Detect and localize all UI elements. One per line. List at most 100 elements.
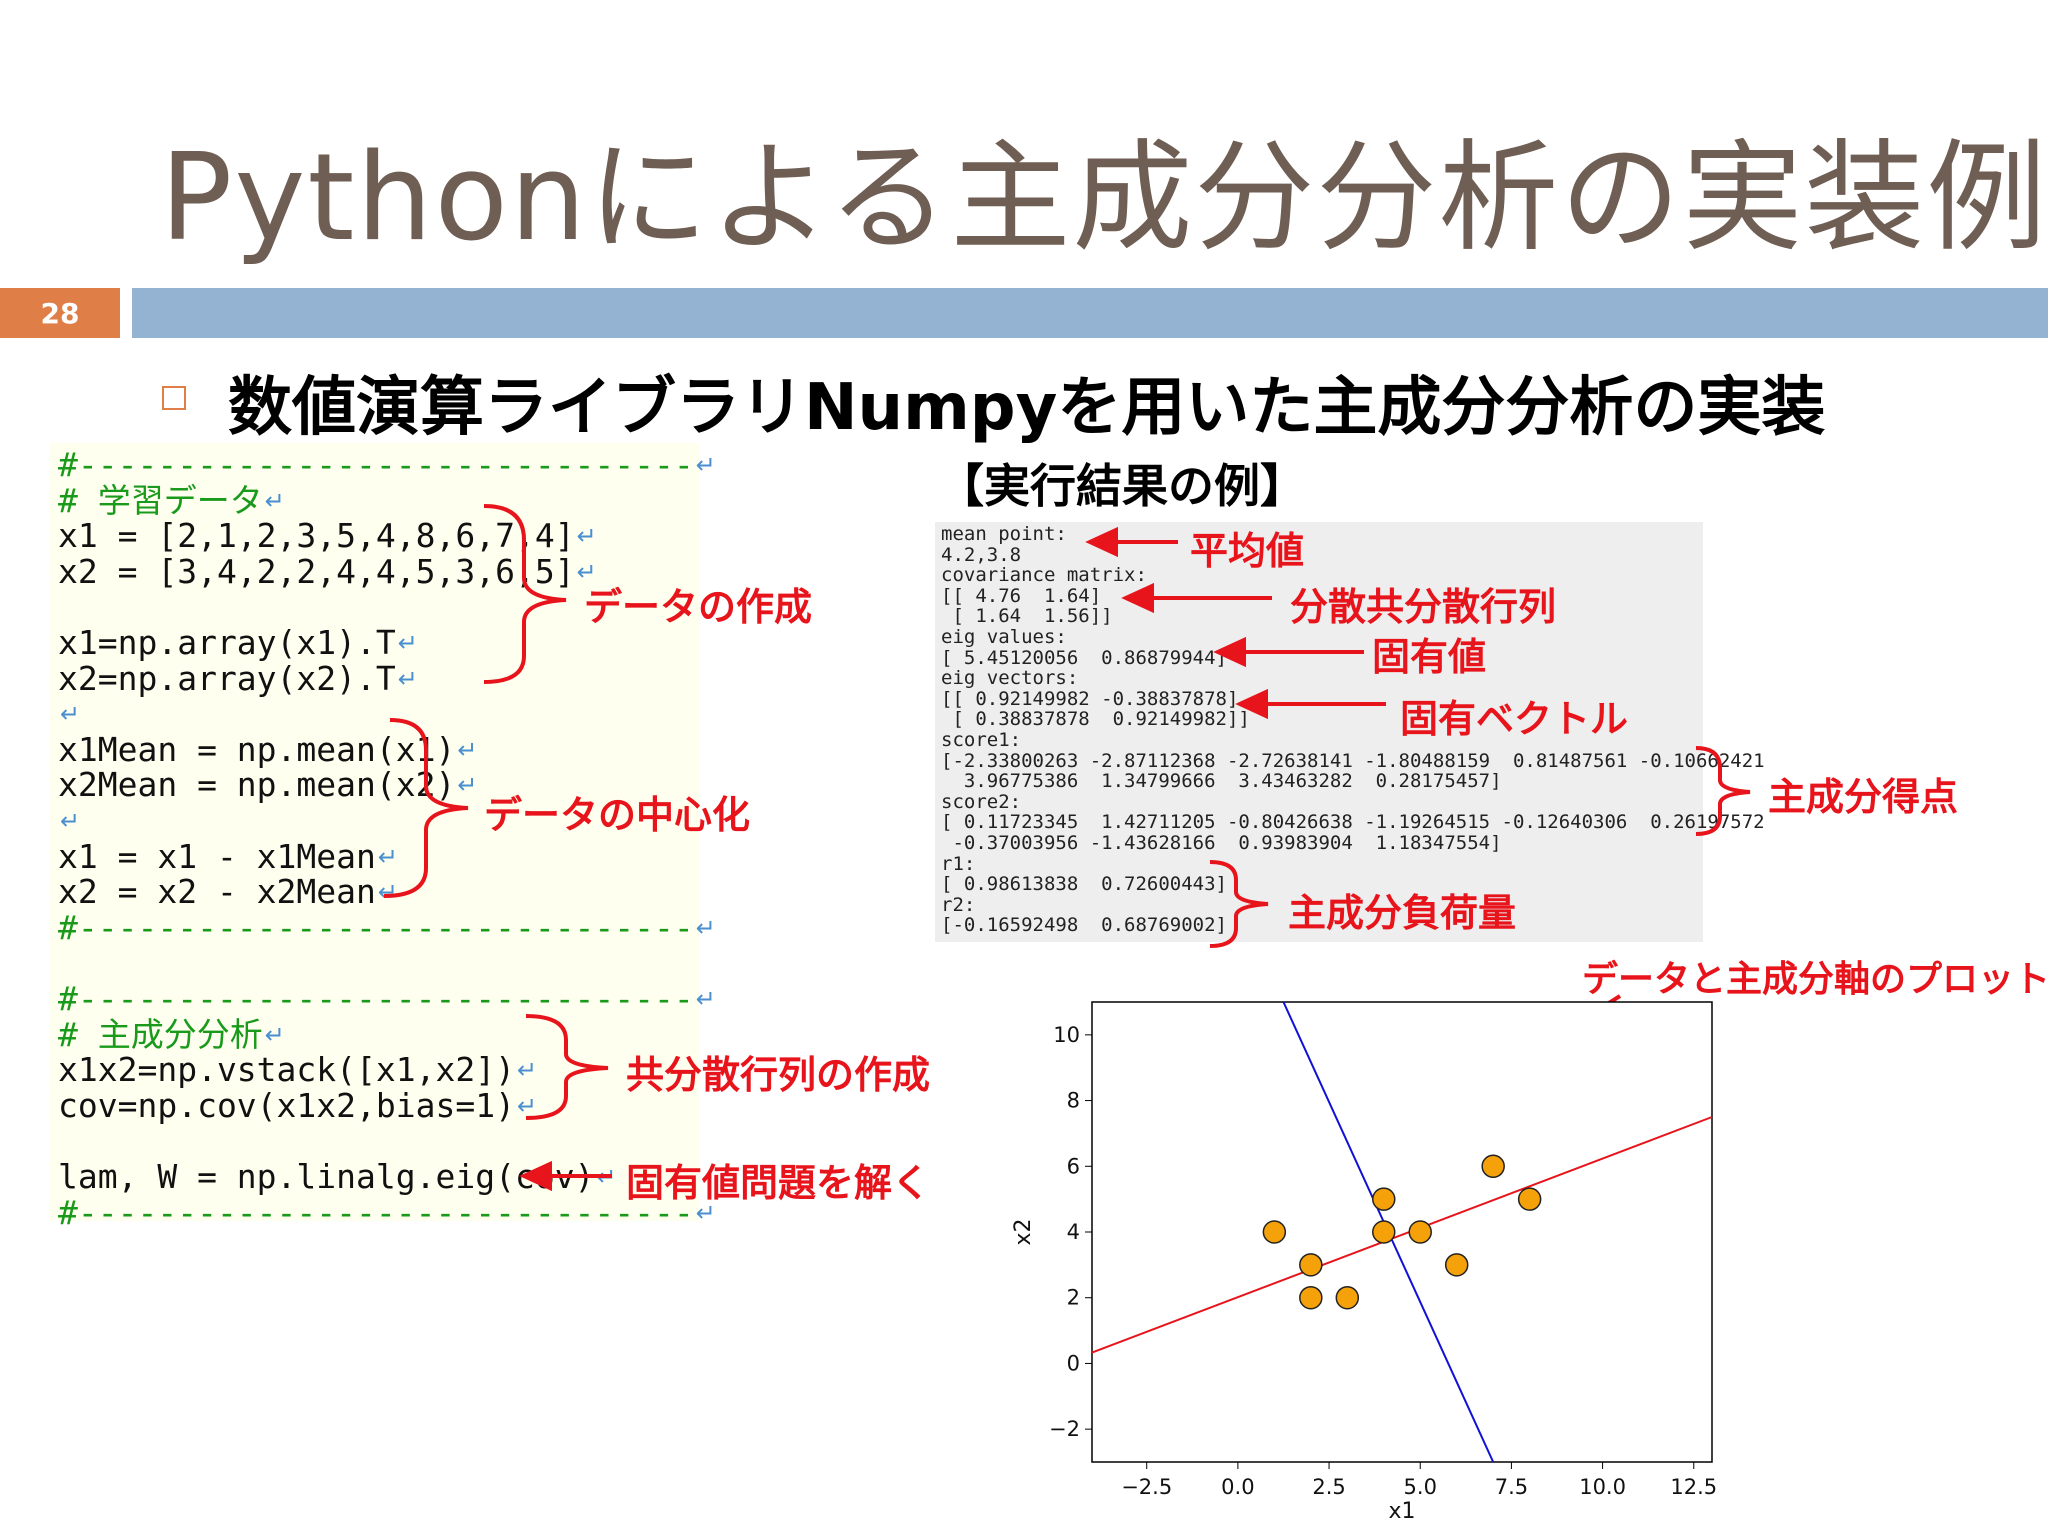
output-line: eig vectors: (941, 667, 1079, 690)
brace-loadings (1209, 860, 1269, 948)
return-mark-icon: ↵ (457, 735, 478, 764)
output-line: covariance matrix: (941, 564, 1147, 587)
annotation-eig-values: 固有値 (1372, 635, 1487, 679)
code-line: x2Mean = np.mean(x2) (58, 765, 456, 805)
return-mark-icon: ↵ (576, 557, 597, 586)
scatter-point (1517, 1187, 1542, 1211)
output-line: [-2.33800263 -2.87112368 -2.72638141 -1.… (941, 749, 1765, 772)
x-axis-label: x1 (1388, 1499, 1415, 1524)
result-heading: 【実行結果の例】 (938, 459, 1306, 513)
scatter-point (1299, 1285, 1323, 1310)
return-mark-icon: ↵ (516, 1091, 538, 1120)
code-line: x2 = [3,4,2,2,4,4,5,3,6,5] (58, 551, 575, 591)
y-axis-label: x2 (1011, 1218, 1036, 1245)
x-tick-label: 2.5 (1312, 1475, 1345, 1499)
return-mark-icon: ↵ (377, 878, 398, 907)
scatter-point (1444, 1253, 1469, 1277)
annotation-eig-vectors: 固有ベクトル (1400, 697, 1629, 741)
output-line: [ 0.38837878 0.92149982]] (941, 708, 1250, 731)
output-line: r1: (941, 852, 976, 875)
output-line: -0.37003956 -1.43628166 0.93983904 1.183… (941, 832, 1502, 854)
x-tick-label: −2.5 (1121, 1475, 1172, 1499)
output-line: mean point: (941, 523, 1067, 545)
output-line: [ 5.45120056 0.86879944] (941, 646, 1227, 669)
return-mark-icon: ↵ (397, 664, 418, 693)
y-tick-label: 6 (1067, 1154, 1080, 1178)
output-line: score1: (941, 729, 1022, 751)
bullet-square-icon (162, 386, 186, 410)
brace-scores (1695, 746, 1751, 836)
annotation-scores: 主成分得点 (1768, 775, 1959, 819)
scatter-point (1408, 1220, 1432, 1244)
output-line: [ 0.11723345 1.42711205 -0.80426638 -1.1… (941, 811, 1765, 834)
page-number: 28 (0, 288, 120, 338)
return-mark-icon: ↵ (264, 486, 285, 515)
brace-create-cov (525, 1014, 609, 1120)
return-mark-icon: ↵ (695, 913, 716, 942)
output-line: score2: (941, 790, 1022, 813)
output-line: [[ 0.92149982 -0.38837878] (941, 687, 1239, 710)
title-divider-bar (132, 288, 2048, 338)
slide-title: Pythonによる主成分分析の実装例 (160, 129, 2048, 268)
y-tick-label: 8 (1067, 1089, 1080, 1113)
output-line: [ 0.98613838 0.72600443] (941, 873, 1227, 896)
annotation-covariance: 分散共分散行列 (1290, 585, 1557, 629)
code-comment-line: #------------------------------- (58, 445, 694, 484)
y-tick-label: 4 (1067, 1220, 1080, 1244)
code-line: x1x2=np.vstack([x1,x2]) (58, 1050, 515, 1090)
y-tick-label: 2 (1067, 1286, 1080, 1310)
code-line: x1=np.array(x1).T (58, 623, 396, 662)
pca-scatter-chart: −2.5 0.0 2.5 5.0 7.5 10.0 12.5 −2 0 2 4 6 8 10 x1 x2 (1011, 1001, 1717, 1524)
output-line: [-0.16592498 0.68769002] (941, 914, 1227, 937)
code-comment-line: #------------------------------- (58, 979, 694, 1018)
code-line: x2=np.array(x2).T (58, 658, 396, 698)
code-line: x1 = x1 - x1Mean (58, 836, 376, 876)
brace-create-data (483, 504, 567, 684)
x-tick-label: 5.0 (1404, 1475, 1437, 1499)
return-mark-icon: ↵ (576, 522, 597, 551)
scatter-point (1262, 1220, 1287, 1244)
output-line: r2: (941, 893, 976, 916)
plot-area (1091, 1001, 1713, 1463)
annotation-mean: 平均値 (1190, 529, 1305, 573)
return-mark-icon: ↵ (695, 1198, 716, 1227)
code-comment-line: #------------------------------- (58, 907, 694, 947)
annotation-center-data: データの中心化 (484, 793, 751, 837)
annotation-plot: データと主成分軸のプロット (1582, 959, 2048, 1000)
return-mark-icon: ↵ (516, 1056, 538, 1085)
result-panel: mean point: 4.2,3.8 covariance matrix:[[ 4… (935, 522, 1765, 942)
x-tick-label: 0.0 (1221, 1475, 1254, 1499)
output-line: 3.96775386 1.34799666 3.43463282 0.28175… (941, 770, 1502, 793)
x-tick-label: 7.5 (1495, 1475, 1528, 1499)
return-mark-icon: ↵ (397, 629, 418, 657)
code-comment-line: # 主成分分析 (58, 1014, 263, 1054)
return-mark-icon: ↵ (264, 1020, 285, 1049)
return-mark-icon: ↵ (695, 985, 716, 1013)
output-line: 4.2,3.8 (941, 543, 1022, 566)
code-comment-line: #------------------------------- (58, 1192, 694, 1232)
code-line: x1 = [2,1,2,3,5,4,8,6,7,4] (58, 516, 575, 556)
x-tick-label: 12.5 (1670, 1475, 1717, 1499)
return-mark-icon: ↵ (457, 771, 478, 800)
y-tick-label: 10 (1053, 1023, 1080, 1047)
code-comment-line: # 学習データ (58, 480, 263, 520)
scatter-point (1481, 1154, 1505, 1179)
code-line: x1Mean = np.mean(x1) (58, 729, 456, 769)
annotation-create-cov: 共分散行列の作成 (626, 1053, 931, 1097)
annotation-solve-eig: 固有値問題を解く (626, 1161, 931, 1205)
annotation-loadings: 主成分負荷量 (1288, 891, 1517, 935)
pc1-axis-line (1091, 1116, 1713, 1354)
code-line: cov=np.cov(x1x2,bias=1) (58, 1085, 515, 1125)
scatter-point (1335, 1285, 1360, 1310)
output-line: [ 1.64 1.56]] (941, 605, 1113, 628)
return-mark-icon: ↵ (60, 807, 81, 835)
scatter-point (1372, 1220, 1396, 1244)
return-mark-icon: ↵ (60, 700, 81, 729)
x-tick-label: 10.0 (1579, 1475, 1626, 1499)
output-line: eig values: (941, 626, 1067, 648)
return-mark-icon: ↵ (695, 451, 716, 479)
scatter-point (1299, 1253, 1323, 1277)
code-line: x2 = x2 - x2Mean (58, 872, 376, 912)
slide-subtitle: 数値演算ライブラリNumpyを用いた主成分分析の実装 (228, 371, 1826, 445)
